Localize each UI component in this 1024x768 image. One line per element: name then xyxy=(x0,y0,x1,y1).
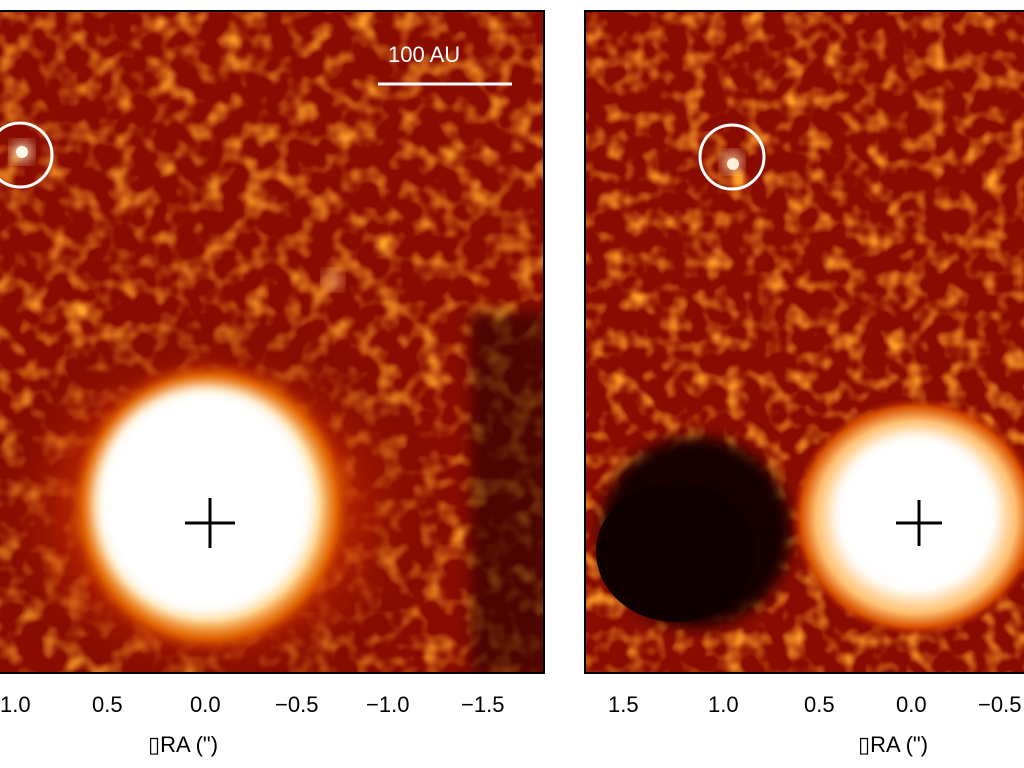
x-tick-label: 0.0 xyxy=(190,692,221,717)
x-tick-label: 0.5 xyxy=(804,692,835,717)
circle-marker-icon xyxy=(698,123,766,191)
heatmap-image-left xyxy=(0,12,543,672)
x-axis-title: ▯RA (") xyxy=(148,732,219,757)
image-panel-right xyxy=(584,10,1024,674)
x-tick-label: 1.5 xyxy=(608,692,639,717)
image-panel-left: 100 AU xyxy=(0,10,545,674)
x-tick-label: 0.0 xyxy=(896,692,927,717)
x-tick-label: −0.5 xyxy=(275,692,319,717)
scale-bar-label: 100 AU xyxy=(388,42,461,67)
x-tick-label: −1.0 xyxy=(366,692,410,717)
crosshair-icon xyxy=(896,500,942,546)
circle-marker-icon xyxy=(0,121,54,189)
crosshair-icon xyxy=(185,498,235,548)
heatmap-image-right xyxy=(586,12,1024,672)
x-tick-label: 1.0 xyxy=(708,692,739,717)
x-tick-label: 1.0 xyxy=(0,692,31,717)
x-tick-label: −1.5 xyxy=(461,692,505,717)
x-axis-title: ▯RA (") xyxy=(858,732,929,757)
x-tick-label: −0.5 xyxy=(978,692,1022,717)
x-tick-label: 0.5 xyxy=(92,692,123,717)
